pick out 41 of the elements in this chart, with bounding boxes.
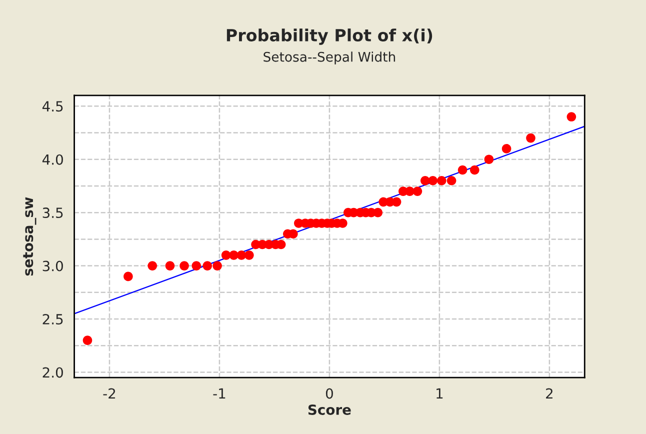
point bbox=[82, 336, 92, 345]
x-axis-title: Score bbox=[308, 404, 351, 415]
point bbox=[202, 261, 212, 270]
y-tick-label: 2.0 bbox=[42, 367, 63, 378]
point bbox=[502, 144, 512, 154]
y-tick-label: 3.0 bbox=[42, 260, 63, 272]
point bbox=[124, 272, 133, 282]
point bbox=[229, 250, 238, 260]
y-tick-label: 4.0 bbox=[42, 154, 63, 165]
x-tick-label: 2 bbox=[546, 388, 552, 399]
point bbox=[484, 154, 494, 164]
point bbox=[436, 176, 446, 186]
point bbox=[244, 250, 254, 260]
point bbox=[180, 261, 189, 270]
point bbox=[236, 250, 246, 260]
point bbox=[212, 261, 222, 270]
point bbox=[470, 165, 480, 175]
point bbox=[526, 133, 536, 143]
point bbox=[165, 261, 175, 270]
point bbox=[392, 197, 402, 207]
y-tick-label: 3.5 bbox=[42, 208, 63, 218]
x-tick-label: 1 bbox=[436, 388, 443, 399]
point bbox=[566, 112, 576, 122]
point bbox=[428, 176, 438, 186]
chart-subtitle: Setosa--Sepal Width bbox=[264, 52, 396, 64]
x-tick-label: 0 bbox=[326, 388, 333, 399]
y-tick-label: 2.5 bbox=[42, 314, 63, 325]
point bbox=[148, 261, 158, 270]
chart-title: Probability Plot of x(i) bbox=[226, 28, 432, 45]
point bbox=[221, 250, 231, 260]
x-tick-label: -2 bbox=[103, 388, 116, 399]
point bbox=[420, 176, 430, 186]
point bbox=[373, 208, 383, 218]
point bbox=[192, 261, 202, 270]
y-axis-title: setosa_sw bbox=[23, 197, 36, 276]
point bbox=[458, 165, 468, 175]
y-tick-label: 4.5 bbox=[42, 101, 63, 112]
point bbox=[446, 176, 456, 186]
point bbox=[288, 229, 298, 239]
x-tick-label: -1 bbox=[213, 388, 226, 399]
point bbox=[412, 186, 422, 196]
